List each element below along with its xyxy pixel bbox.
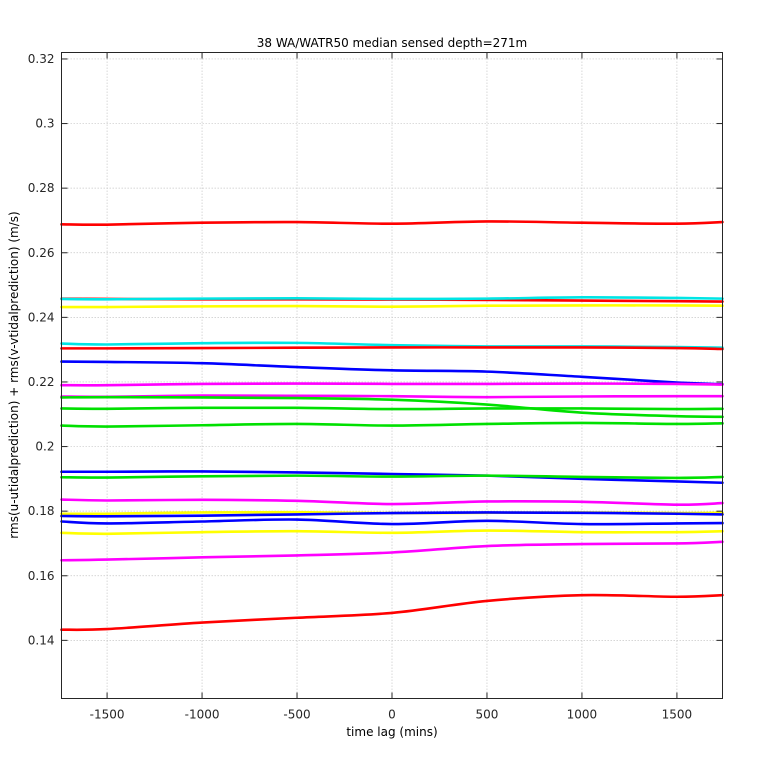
y-tick-label: 0.24 <box>28 310 55 324</box>
y-tick-label: 0.32 <box>28 52 55 66</box>
y-axis-label: rms(u-utidalprediction) + rms(v-vtidalpr… <box>7 211 21 538</box>
y-tick-label: 0.22 <box>28 375 55 389</box>
x-tick-label: 0 <box>388 708 396 722</box>
series-line-8 <box>60 382 724 387</box>
grid <box>61 52 723 699</box>
series-line-17 <box>60 511 724 518</box>
x-tick-label: 500 <box>476 708 499 722</box>
x-axis-label: time lag (mins) <box>346 725 437 739</box>
series-line-18 <box>60 518 724 526</box>
y-tick-label: 0.2 <box>35 440 54 454</box>
series-line-15 <box>60 498 724 507</box>
series-lines <box>60 220 724 632</box>
y-tick-label: 0.26 <box>28 246 55 260</box>
series-line-10 <box>60 395 724 419</box>
y-tick-label: 0.16 <box>28 569 55 583</box>
x-tick-label: -1500 <box>90 708 125 722</box>
series-line-3 <box>60 296 724 301</box>
x-tick-label: 1500 <box>662 708 693 722</box>
x-tick-label: 1000 <box>567 708 598 722</box>
x-tick-label: -1000 <box>185 708 220 722</box>
series-line-13 <box>60 470 724 485</box>
series-line-4 <box>60 304 724 309</box>
x-tick-label: -500 <box>283 708 310 722</box>
series-line-21 <box>60 593 724 632</box>
series-line-7 <box>60 360 724 386</box>
series-line-19 <box>60 529 724 536</box>
axis-ticks: -1500 -1000 -500 0 500 1000 1500 0.14 0.16 0.18 0.… <box>28 52 723 722</box>
y-tick-label: 0.14 <box>28 633 55 647</box>
series-line-6 <box>60 346 724 351</box>
series-line-11 <box>60 406 724 411</box>
series-line-1 <box>60 220 724 227</box>
y-tick-label: 0.3 <box>35 117 54 131</box>
chart-title: 38 WA/WATR50 median sensed depth=271m <box>257 36 527 50</box>
series-line-20 <box>60 540 724 562</box>
y-tick-label: 0.18 <box>28 504 55 518</box>
series-line-14 <box>60 474 724 480</box>
y-tick-label: 0.28 <box>28 181 55 195</box>
series-line-12 <box>60 421 724 428</box>
